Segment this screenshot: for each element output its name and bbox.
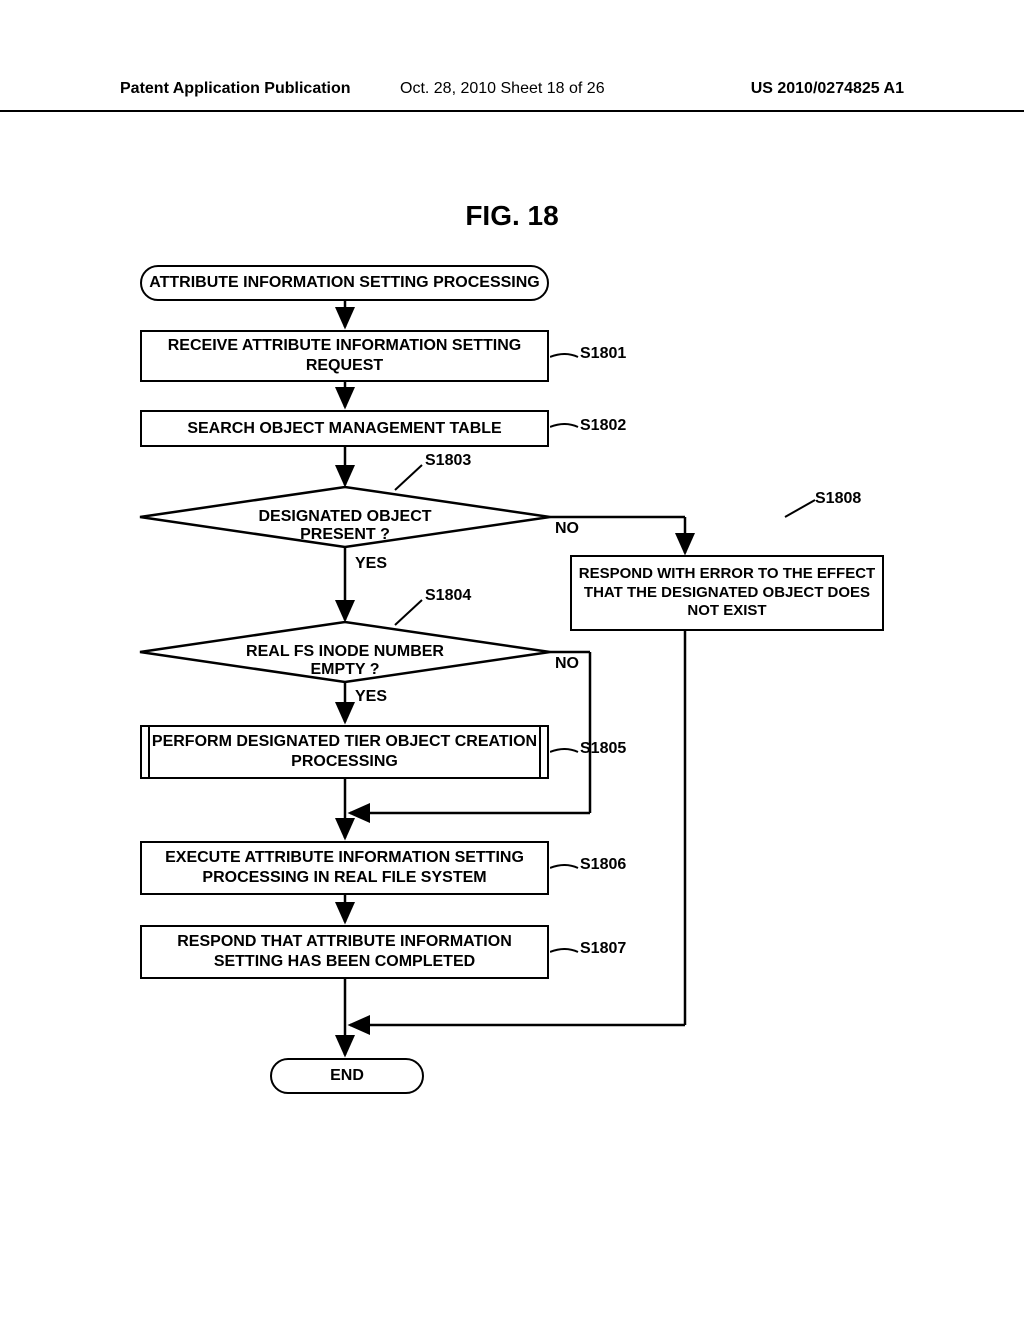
label-s1805: S1805: [580, 740, 626, 758]
process-s1808: RESPOND WITH ERROR TO THE EFFECT THAT TH…: [570, 555, 884, 631]
label-s1801: S1801: [580, 345, 626, 363]
process-s1806: EXECUTE ATTRIBUTE INFORMATION SETTING PR…: [140, 841, 549, 895]
process-s1802: SEARCH OBJECT MANAGEMENT TABLE: [140, 410, 549, 447]
header-right: US 2010/0274825 A1: [751, 80, 904, 98]
label-s1803-yes: YES: [355, 555, 387, 573]
terminator-end: END: [270, 1058, 424, 1094]
leader-s1806: [550, 864, 580, 872]
leader-s1801: [550, 353, 580, 361]
leader-s1805: [550, 748, 580, 756]
page: Patent Application Publication Oct. 28, …: [0, 0, 1024, 1320]
flowchart-arrows: [140, 265, 910, 1165]
flowchart: ATTRIBUTE INFORMATION SETTING PROCESSING…: [140, 265, 910, 1165]
subprocess-s1805-inner: PERFORM DESIGNATED TIER OBJECT CREATION …: [148, 727, 541, 777]
decision-s1803-text: DESIGNATED OBJECT PRESENT ?: [220, 508, 470, 544]
label-s1807: S1807: [580, 940, 626, 958]
label-s1803: S1803: [425, 452, 471, 470]
terminator-start: ATTRIBUTE INFORMATION SETTING PROCESSING: [140, 265, 549, 301]
label-s1802: S1802: [580, 417, 626, 435]
label-s1804: S1804: [425, 587, 471, 605]
figure-title: FIG. 18: [0, 200, 1024, 232]
leader-s1807: [550, 948, 580, 956]
process-s1801: RECEIVE ATTRIBUTE INFORMATION SETTING RE…: [140, 330, 549, 382]
page-header: Patent Application Publication Oct. 28, …: [0, 80, 1024, 112]
subprocess-s1805: PERFORM DESIGNATED TIER OBJECT CREATION …: [140, 725, 549, 779]
label-s1803-no: NO: [555, 520, 579, 538]
leader-s1802: [550, 423, 580, 431]
header-mid: Oct. 28, 2010 Sheet 18 of 26: [400, 80, 605, 98]
decision-s1804-text: REAL FS INODE NUMBER EMPTY ?: [220, 643, 470, 679]
label-s1804-no: NO: [555, 655, 579, 673]
label-s1808: S1808: [815, 490, 861, 508]
header-left: Patent Application Publication: [120, 80, 351, 98]
label-s1804-yes: YES: [355, 688, 387, 706]
label-s1806: S1806: [580, 856, 626, 874]
process-s1807: RESPOND THAT ATTRIBUTE INFORMATION SETTI…: [140, 925, 549, 979]
